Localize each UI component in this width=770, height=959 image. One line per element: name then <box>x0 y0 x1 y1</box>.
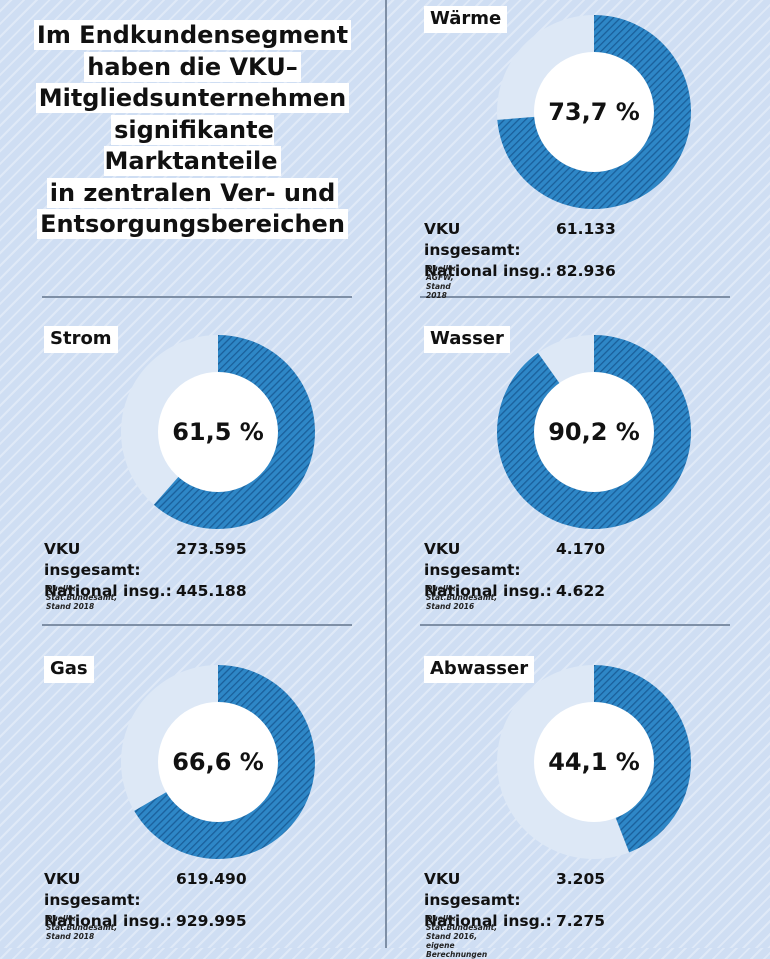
panel-title: Gas <box>44 656 94 683</box>
divider-left-1 <box>42 296 352 298</box>
vku-label: VKU insgesamt: <box>424 540 521 579</box>
percent-label: 44,1 % <box>548 748 640 776</box>
panel-title: Wärme <box>424 6 508 33</box>
national-value: 929.995 <box>176 912 247 930</box>
national-label: National insg.: <box>44 912 172 930</box>
donut-svg <box>497 15 691 209</box>
vku-value: 273.595 <box>176 540 247 558</box>
vku-label: VKU insgesamt: <box>44 540 141 579</box>
panel-title: Abwasser <box>424 656 535 683</box>
national-value: 445.188 <box>176 582 247 600</box>
national-label: National insg.: <box>424 262 552 280</box>
source-note: Quelle: Stat.Bundesamt, Stand 2016, eige… <box>426 914 498 959</box>
donut-hole <box>158 702 278 822</box>
national-label: National insg.: <box>424 912 552 930</box>
vku-label: VKU insgesamt: <box>424 220 521 259</box>
donut-chart: 61,5 % <box>120 334 316 530</box>
national-label: National insg.: <box>424 582 552 600</box>
source-note: Quelle: Stat.Bundesamt, Stand 2018 <box>46 584 118 611</box>
panel-title: Wasser <box>424 326 510 353</box>
donut-chart: 73,7 % <box>496 14 692 210</box>
vku-value: 619.490 <box>176 870 247 888</box>
headline-line: Mitgliedsunternehmen <box>35 83 350 113</box>
percent-label: 73,7 % <box>548 98 640 126</box>
donut-svg <box>497 335 691 529</box>
divider-right-2 <box>420 624 730 626</box>
national-value: 7.275 <box>556 912 606 930</box>
vku-value: 61.133 <box>556 220 616 238</box>
vku-value: 4.170 <box>556 540 606 558</box>
panel-title: Strom <box>44 326 118 353</box>
headline-line: in zentralen Ver- und <box>46 177 339 208</box>
stats: VKU insgesamt: 61.133 National insg.: 82.9… <box>424 219 616 282</box>
donut-chart: 44,1 % <box>496 664 692 860</box>
headline-line: Im Endkundensegment <box>33 20 352 50</box>
percent-label: 90,2 % <box>548 418 640 446</box>
national-value: 4.622 <box>556 582 606 600</box>
headline-line: Entsorgungsbereichen <box>37 209 348 239</box>
donut-hole <box>534 52 654 172</box>
donut-hole <box>158 372 278 492</box>
donut-hole <box>534 702 654 822</box>
vku-label: VKU insgesamt: <box>424 870 521 909</box>
divider-right-1 <box>420 296 730 298</box>
stats: VKU insgesamt: 619.490 National insg.: 929… <box>44 869 247 932</box>
donut-chart: 90,2 % <box>496 334 692 530</box>
vertical-divider <box>385 0 387 948</box>
percent-label: 61,5 % <box>172 418 264 446</box>
headline-line: signifikante Marktanteile <box>104 114 281 176</box>
donut-hole <box>534 372 654 492</box>
vku-label: VKU insgesamt: <box>44 870 141 909</box>
headline-line: haben die VKU– <box>84 51 301 82</box>
source-note: Quelle: AGFW, Stand 2018 <box>426 264 457 300</box>
divider-left-2 <box>42 624 352 626</box>
vku-value: 3.205 <box>556 870 606 888</box>
stats: VKU insgesamt: 273.595 National insg.: 445… <box>44 539 247 602</box>
source-note: Quelle: Stat.Bundesamt, Stand 2016 <box>426 584 498 611</box>
stats: VKU insgesamt: 3.205 National insg.: 7.275 <box>424 869 605 932</box>
donut-chart: 66,6 % <box>120 664 316 860</box>
percent-label: 66,6 % <box>172 748 264 776</box>
stats: VKU insgesamt: 4.170 National insg.: 4.622 <box>424 539 605 602</box>
source-note: Quelle: Stat.Bundesamt, Stand 2018 <box>46 914 118 941</box>
donut-svg <box>121 665 315 859</box>
national-value: 82.936 <box>556 262 616 280</box>
national-label: National insg.: <box>44 582 172 600</box>
donut-svg <box>497 665 691 859</box>
donut-svg <box>121 335 315 529</box>
headline: Im Endkundensegment haben die VKU– Mitgl… <box>20 20 365 241</box>
